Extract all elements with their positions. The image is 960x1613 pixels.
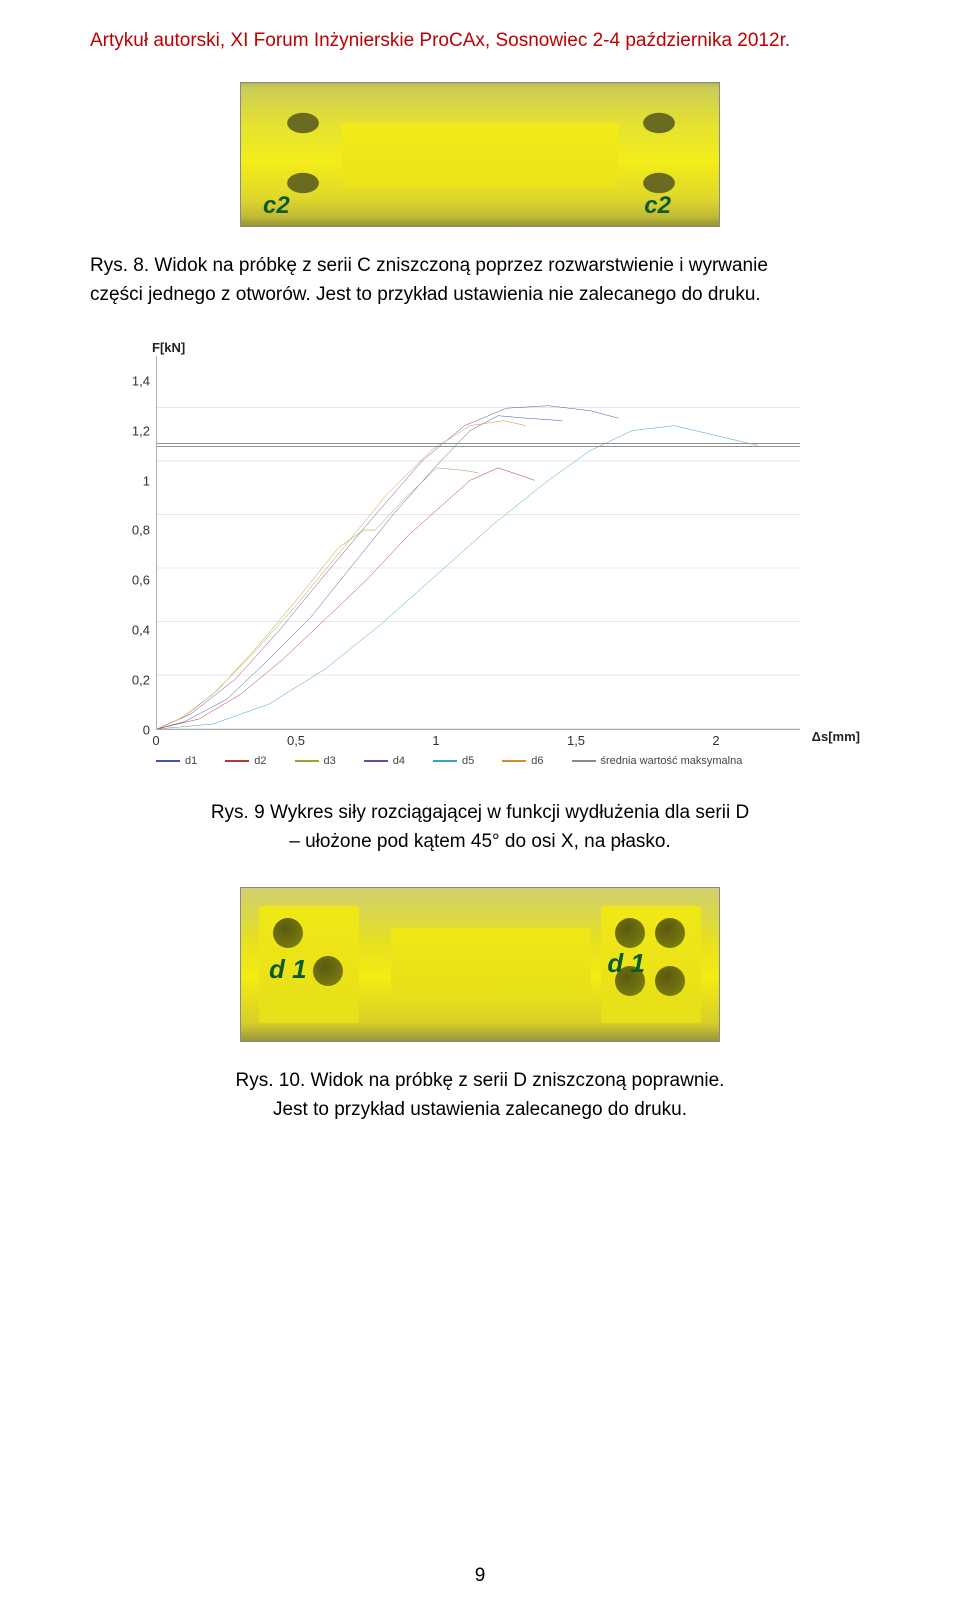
legend-swatch	[156, 760, 180, 762]
figure-9-chart: F[kN] Δs[mm] d1 d2 d3 d4 d5 d6 średnia wartość…	[100, 340, 860, 770]
figure-10-photo: d 1 d 1	[240, 887, 720, 1042]
figure-9-caption: Rys. 9 Wykres siły rozciągającej w funkc…	[90, 798, 870, 857]
legend-label: d2	[254, 755, 266, 767]
legend-item: d5	[433, 755, 474, 767]
chart-plot-area	[156, 356, 800, 730]
y-tick-label: 0,2	[116, 673, 150, 688]
legend-label: d1	[185, 755, 197, 767]
sample-mark-right: c2	[644, 192, 671, 220]
figure-8-photo: c2 c2	[240, 82, 720, 227]
sample-midsection	[341, 123, 619, 188]
page-number: 9	[0, 1565, 960, 1587]
legend-swatch	[364, 760, 388, 762]
legend-item-avg: średnia wartość maksymalna	[572, 755, 743, 767]
sample-mark-left: d 1	[269, 954, 307, 985]
caption-line: Rys. 8. Widok na próbkę z serii C zniszc…	[90, 255, 768, 276]
hole-icon	[655, 966, 685, 996]
y-tick-label: 0,8	[116, 523, 150, 538]
legend-swatch	[225, 760, 249, 762]
caption-line: części jednego z otworów. Jest to przykł…	[90, 284, 761, 305]
y-tick-label: 0	[116, 722, 150, 737]
series-d2	[157, 468, 534, 729]
legend-swatch	[433, 760, 457, 762]
caption-line: – ułożone pod kątem 45° do osi X, na pła…	[289, 831, 671, 852]
y-tick-label: 1,2	[116, 423, 150, 438]
legend-label: d3	[324, 755, 336, 767]
hole-icon	[655, 918, 685, 948]
sample-right-block: d 1	[601, 906, 701, 1023]
series-d1	[157, 416, 562, 729]
legend-item: d6	[502, 755, 543, 767]
legend-item: d4	[364, 755, 405, 767]
legend-swatch	[572, 760, 596, 762]
legend-label: średnia wartość maksymalna	[601, 755, 743, 767]
sample-left-block: d 1	[259, 906, 359, 1023]
hole-icon	[273, 918, 303, 948]
legend-label: d5	[462, 755, 474, 767]
figure-8-caption: Rys. 8. Widok na próbkę z serii C zniszc…	[90, 251, 870, 310]
x-tick-label: 2	[712, 733, 719, 748]
legend-swatch	[295, 760, 319, 762]
series-d3	[157, 468, 479, 729]
series-d5	[157, 426, 758, 729]
legend-item: d2	[225, 755, 266, 767]
y-tick-label: 1,4	[116, 373, 150, 388]
x-axis-title: Δs[mm]	[812, 729, 860, 744]
series-d6	[157, 421, 526, 729]
legend-label: d6	[531, 755, 543, 767]
chart-legend: d1 d2 d3 d4 d5 d6 średnia wartość maksymalna	[156, 752, 860, 770]
legend-item: d1	[156, 755, 197, 767]
legend-swatch	[502, 760, 526, 762]
x-tick-label: 1	[432, 733, 439, 748]
y-axis-title: F[kN]	[152, 340, 185, 355]
hole-icon	[313, 956, 343, 986]
legend-label: d4	[393, 755, 405, 767]
legend-item: d3	[295, 755, 336, 767]
sample-mark-left: c2	[263, 192, 290, 220]
x-tick-label: 0,5	[287, 733, 305, 748]
caption-line: Rys. 9 Wykres siły rozciągającej w funkc…	[211, 802, 749, 823]
caption-line: Jest to przykład ustawienia zalecanego d…	[273, 1099, 687, 1120]
avg-max-line	[157, 443, 800, 447]
figure-10-caption: Rys. 10. Widok na próbkę z serii D znisz…	[90, 1066, 870, 1125]
header-note: Artykuł autorski, XI Forum Inżynierskie …	[90, 30, 870, 52]
y-tick-label: 0,4	[116, 623, 150, 638]
y-tick-label: 1	[116, 473, 150, 488]
caption-line: Rys. 10. Widok na próbkę z serii D znisz…	[236, 1070, 725, 1091]
x-tick-label: 0	[152, 733, 159, 748]
x-tick-label: 1,5	[567, 733, 585, 748]
sample-mid-block	[391, 928, 591, 1001]
sample-mark-right: d 1	[607, 948, 645, 979]
y-tick-label: 0,6	[116, 573, 150, 588]
hole-icon	[615, 918, 645, 948]
